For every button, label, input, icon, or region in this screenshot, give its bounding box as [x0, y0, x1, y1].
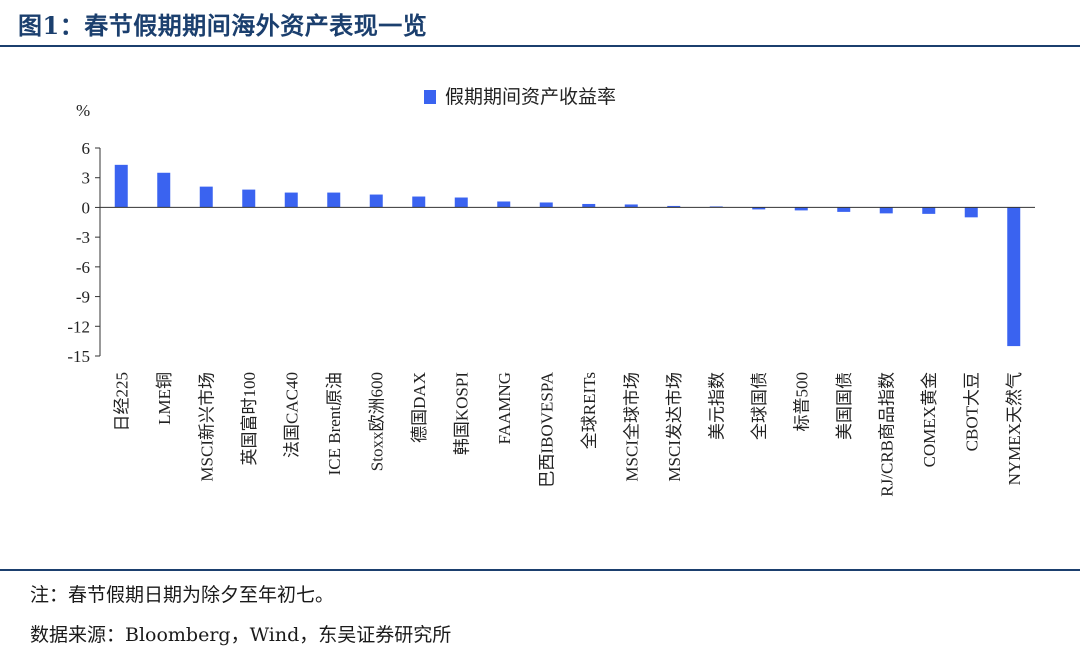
category-label: 韩国KOSPI [452, 372, 471, 455]
bar-chart: 假期期间资产收益率 % 6 3 0 -3 -6 -9 -12 -15 日经225 LME铜 MSC… [67, 86, 1035, 497]
bar [497, 201, 511, 208]
category-labels: 日经225 LME铜 MSCI新兴市场 英国富时100 法国CAC40 ICE Brent… [112, 371, 1024, 496]
bar [242, 189, 256, 208]
category-label: MSCI新兴市场 [197, 372, 216, 482]
y-tick-label: -6 [76, 258, 90, 277]
bar [327, 192, 341, 208]
bar [1007, 207, 1021, 347]
bar [752, 207, 766, 210]
bar [964, 207, 978, 218]
figure-title: 图1：春节假期期间海外资产表现一览 [18, 11, 428, 40]
y-tick-label: 3 [82, 169, 91, 188]
category-label: 法国CAC40 [282, 372, 301, 458]
source-line: 数据来源：Bloomberg，Wind，东吴证券研究所 [30, 624, 452, 646]
bar [157, 172, 171, 208]
legend-swatch [424, 90, 436, 104]
category-label: 全球REITs [580, 372, 599, 449]
category-label: 全球国债 [750, 372, 769, 440]
bar [199, 186, 213, 208]
y-tick-label: -15 [67, 347, 90, 366]
category-label: 德国DAX [410, 372, 429, 443]
bar [837, 207, 851, 212]
category-label: COMEX黄金 [920, 372, 939, 467]
bar [114, 164, 128, 208]
footnote: 注：春节假期日期为除夕至年初七。 [30, 584, 335, 606]
category-label: 标普500 [792, 372, 811, 432]
chart-legend: 假期期间资产收益率 [424, 86, 616, 108]
footer-divider [0, 569, 1080, 571]
category-label: 日经225 [112, 372, 131, 432]
y-tick-label: -9 [76, 288, 90, 307]
category-label: Stoxx欧洲600 [367, 372, 386, 471]
y-tick-label: -3 [76, 228, 90, 247]
category-label: 美国国债 [835, 372, 854, 440]
y-tick-label: -12 [67, 317, 90, 336]
legend-label: 假期期间资产收益率 [445, 86, 616, 108]
bar [369, 194, 383, 208]
bar [667, 205, 681, 208]
bars [114, 164, 1021, 347]
bar [454, 197, 468, 208]
y-tick-label: 0 [82, 198, 91, 217]
bar [879, 207, 893, 214]
bar [794, 207, 808, 211]
category-label: CBOT大豆 [962, 372, 981, 451]
category-label: FAAMNG [495, 372, 514, 444]
category-label: MSCI全球市场 [622, 372, 641, 482]
category-label: 美元指数 [707, 372, 726, 440]
bar [539, 202, 553, 208]
title-divider [0, 45, 1080, 47]
category-label: 巴西IBOVESPA [537, 371, 556, 487]
bar [922, 207, 936, 214]
category-label: 英国富时100 [240, 372, 259, 466]
category-label: NYMEX天然气 [1005, 372, 1024, 485]
y-axis-unit-label: % [76, 101, 90, 120]
y-axis: 6 3 0 -3 -6 -9 -12 -15 [67, 139, 101, 366]
bar [624, 204, 638, 208]
category-label: RJ/CRB商品指数 [877, 372, 896, 497]
category-label: ICE Brent原油 [325, 372, 344, 475]
bar [284, 192, 298, 208]
category-label: LME铜 [155, 372, 174, 425]
y-tick-label: 6 [82, 139, 91, 158]
bar [412, 196, 426, 208]
category-label: MSCI发达市场 [665, 372, 684, 482]
bar [582, 203, 596, 208]
